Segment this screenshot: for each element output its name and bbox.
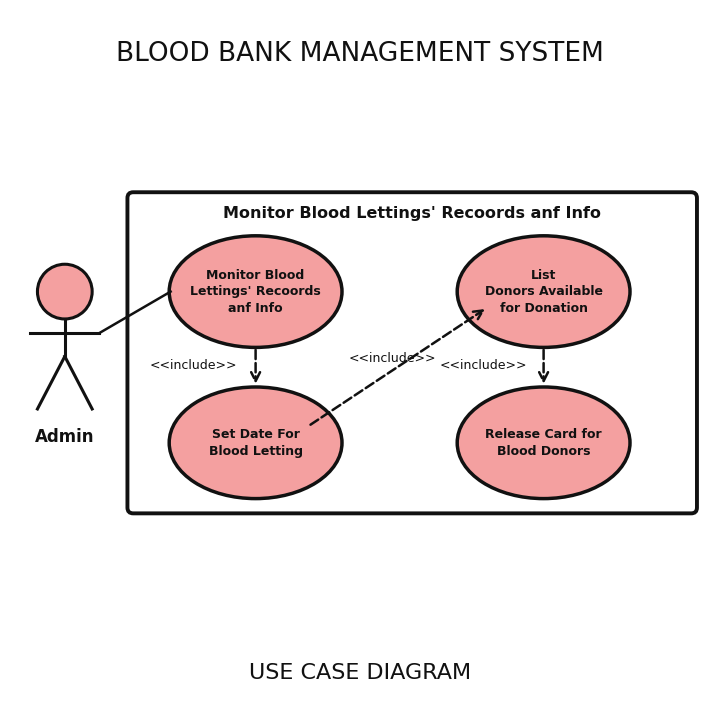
Text: Set Date For
Blood Letting: Set Date For Blood Letting <box>209 428 302 457</box>
Text: List
Donors Available
for Donation: List Donors Available for Donation <box>485 269 603 315</box>
Ellipse shape <box>457 236 630 348</box>
Ellipse shape <box>169 387 342 498</box>
Text: USE CASE DIAGRAM: USE CASE DIAGRAM <box>249 663 471 683</box>
Text: <<include>>: <<include>> <box>149 359 237 372</box>
Text: BLOOD BANK MANAGEMENT SYSTEM: BLOOD BANK MANAGEMENT SYSTEM <box>116 41 604 67</box>
Text: <<include>>: <<include>> <box>440 359 528 372</box>
Text: Admin: Admin <box>35 428 94 446</box>
Text: Monitor Blood Lettings' Recoords anf Info: Monitor Blood Lettings' Recoords anf Inf… <box>223 207 600 221</box>
Circle shape <box>37 264 92 319</box>
Ellipse shape <box>457 387 630 498</box>
Ellipse shape <box>169 236 342 348</box>
Text: Monitor Blood
Lettings' Recoords
anf Info: Monitor Blood Lettings' Recoords anf Inf… <box>190 269 321 315</box>
Text: Release Card for
Blood Donors: Release Card for Blood Donors <box>485 428 602 457</box>
Text: <<include>>: <<include>> <box>348 352 436 365</box>
FancyBboxPatch shape <box>127 192 697 513</box>
